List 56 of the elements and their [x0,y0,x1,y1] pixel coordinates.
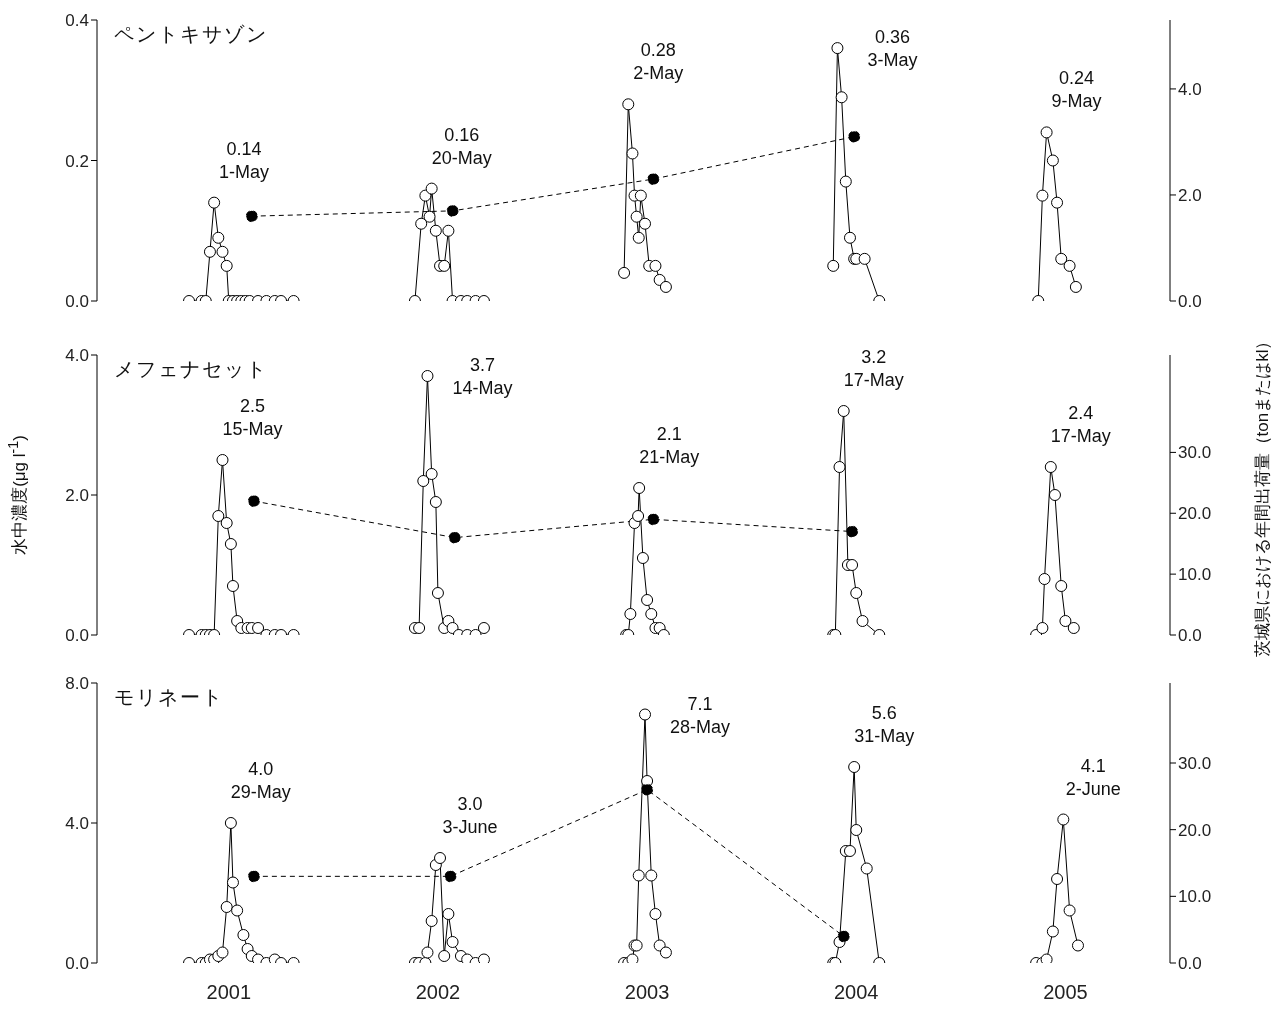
annotation: 0.28 2-May [633,40,684,84]
x-tick-label: 2001 [206,981,252,1004]
x-tick-label: 2003 [624,981,670,1004]
point [448,531,461,544]
annotation: 2.1 21-May [639,424,700,467]
y-tick-label: 0.4 [65,11,89,31]
annotation: 0.36 3-May [867,27,918,71]
point [846,525,859,538]
y2-axis-title: 茨城県における年間出荷量（tonまたはkl） [1251,332,1273,658]
point [446,204,459,217]
y-tick-label: 8.0 [65,674,89,694]
y2-tick-label: 10.0 [1178,887,1212,907]
y2-tick-label: 0.0 [1178,292,1202,312]
y-tick-label: 0.2 [65,151,89,171]
y2-tick-label: 0.0 [1178,954,1202,974]
y2-tick-label: 10.0 [1178,565,1212,585]
y2-tick-label: 2.0 [1178,186,1202,205]
point [641,783,654,796]
y-tick-label: 4.0 [65,814,89,834]
annotation: 3.2 17-May [843,347,904,390]
point [247,495,260,508]
x-tick-label: 2004 [834,981,879,1004]
point [247,870,260,883]
y2-tick-label: 20.0 [1178,504,1212,524]
point [647,513,660,526]
y2-tick-label: 30.0 [1178,754,1212,774]
point [848,130,861,143]
x-tick-label: 2005 [1043,981,1088,1004]
annotation: 4.0 29-May [230,759,291,802]
point [837,930,850,943]
y-tick-label: 2.0 [65,486,89,506]
annotation: 2.5 15-May [222,396,283,439]
annotation: 5.6 31-May [854,703,915,746]
point [444,870,457,883]
y-tick-label: 4.0 [65,346,89,366]
y2-tick-label: 0.0 [1178,626,1202,646]
chart-title: モリネート [114,685,224,710]
chart-title: メフェナセット [114,357,268,382]
y2-tick-label: 20.0 [1178,820,1212,840]
x-tick-label: 2002 [415,981,461,1004]
chart-title: ペントキサゾン [114,22,268,47]
annotation: 7.1 28-May [669,693,731,737]
y-tick-label: 0.0 [65,626,89,646]
annotation: 3.7 14-May [452,355,513,398]
annotation: 2.4 17-May [1050,403,1111,446]
annotation: 0.16 20-May [431,124,492,168]
y2-tick-label: 4.0 [1178,79,1202,99]
y-tick-label: 0.0 [65,292,89,312]
annotation: 4.1 2-June [1065,755,1121,799]
annotation: 3.0 3-June [442,794,498,837]
y2-tick-label: 30.0 [1178,443,1212,463]
annotation: 0.24 9-May [1051,68,1102,112]
point [647,173,660,186]
point [245,210,258,223]
annotation: 0.14 1-May [219,138,270,182]
y-tick-label: 0.0 [65,954,89,974]
